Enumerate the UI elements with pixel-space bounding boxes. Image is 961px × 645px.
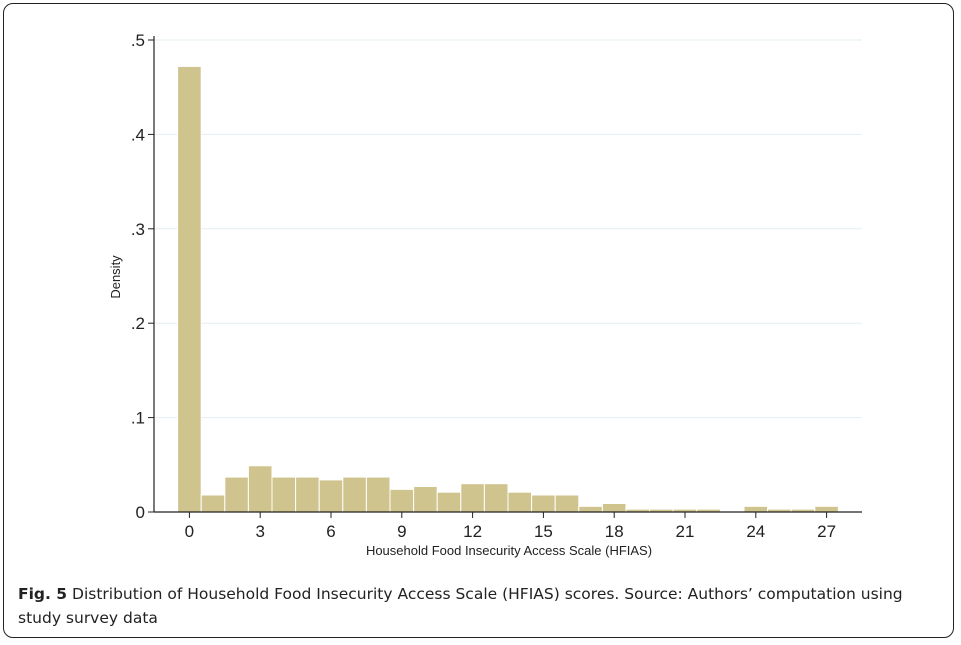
y-tick-label: .5 <box>131 31 145 50</box>
histogram-bar <box>743 505 769 513</box>
histogram-bar <box>814 505 839 513</box>
histogram-chart: 0 .1 .2 .3 .4 .5 0 3 6 9 12 15 18 21 24 27 Household Fo… <box>108 31 862 558</box>
x-tick-label: 3 <box>255 522 264 541</box>
histogram-bar <box>247 465 273 513</box>
y-tick-label: .4 <box>131 125 145 144</box>
histogram-bar <box>507 491 533 513</box>
histogram-bar <box>413 486 438 513</box>
figure-frame: 0 .1 .2 .3 .4 .5 0 3 6 9 12 15 18 21 24 27 Household Fo… <box>3 3 954 638</box>
x-tick-label: 0 <box>185 522 194 541</box>
histogram-bar <box>460 483 485 513</box>
x-axis-title: Household Food Insecurity Access Scale (… <box>366 543 652 558</box>
histogram-bar <box>224 476 249 513</box>
histogram-bar <box>177 65 202 513</box>
gridlines <box>154 39 862 419</box>
x-tick-label: 12 <box>463 522 482 541</box>
figure-caption: Fig. 5 Distribution of Household Food In… <box>18 582 948 630</box>
histogram-bar <box>601 503 627 513</box>
x-tick-label: 9 <box>397 522 406 541</box>
histogram-bar <box>436 491 462 513</box>
histogram-bar <box>483 483 509 513</box>
bars <box>177 65 839 513</box>
histogram-bar <box>578 505 603 513</box>
histogram-bar <box>200 494 226 513</box>
histogram-bar <box>365 476 391 513</box>
y-tick-label: .2 <box>131 314 145 333</box>
histogram-bar <box>531 494 556 513</box>
histogram-bar <box>389 488 415 513</box>
caption-label: Fig. 5 <box>18 585 68 603</box>
histogram-bar <box>295 476 320 513</box>
x-tick-label: 6 <box>326 522 335 541</box>
histogram-bar <box>554 494 580 513</box>
axes: 0 .1 .2 .3 .4 .5 0 3 6 9 12 15 18 21 24 27 <box>131 31 862 541</box>
x-tick-label: 15 <box>534 522 553 541</box>
histogram-bar <box>271 476 297 513</box>
x-tick-label: 24 <box>746 522 765 541</box>
y-tick-label: 0 <box>136 503 145 522</box>
y-axis-title: Density <box>108 255 123 299</box>
histogram-bar <box>342 476 367 513</box>
histogram-bar <box>318 479 344 513</box>
y-tick-label: .1 <box>131 409 145 428</box>
caption-text: Distribution of Household Food Insecurit… <box>18 585 903 627</box>
y-tick-label: .3 <box>131 220 145 239</box>
x-tick-label: 18 <box>605 522 624 541</box>
x-tick-label: 21 <box>676 522 695 541</box>
x-tick-label: 27 <box>817 522 836 541</box>
